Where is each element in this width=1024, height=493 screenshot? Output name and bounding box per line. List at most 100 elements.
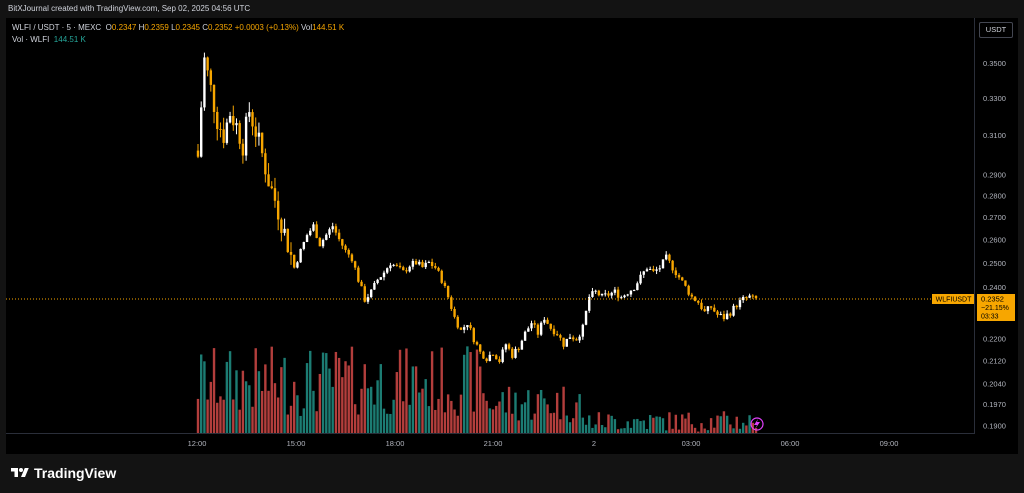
volume-bar [200,354,203,434]
candle-body [539,322,543,335]
volume-bar [392,399,395,434]
candle-body [398,265,402,268]
candle-body [533,323,536,325]
candle-body [514,348,517,358]
volume-bar [626,421,629,434]
price-axis[interactable]: 0.3500 0.3300 0.3100 0.2900 0.2800 0.2700 0.26… [983,59,1006,431]
tradingview-logo[interactable]: TradingView [10,465,117,481]
candle-body [681,277,684,281]
candle-body [610,292,613,296]
volume-bar [225,361,229,434]
volume-bar [693,427,697,434]
volume-bar [475,349,479,434]
candle-body [347,249,350,255]
candle-body [588,296,591,311]
volume-bar [527,390,530,434]
candle-body [517,348,520,350]
volume-bar [719,416,722,434]
volume-bar [575,402,578,434]
volume-bar [690,424,694,434]
candle-body [395,264,399,266]
candle-body [620,297,623,299]
candle-body [530,323,533,329]
candle-body [549,323,552,329]
y-tick-label: 0.2900 [983,171,1006,180]
candle-body [700,302,703,310]
volume-bar [738,428,742,434]
volume-series-label[interactable]: Vol · WLFI [12,35,50,44]
price-tag-countdown: 03:33 [981,313,999,320]
candle-body [273,188,277,201]
candle-body [501,349,504,362]
candle-body [555,334,559,336]
volume-bar [472,411,475,434]
volume-bar [260,390,264,434]
candle-body [616,289,620,298]
volume-bar [357,414,360,434]
tradingview-brand: TradingView [34,465,117,481]
symbol-label[interactable]: WLFI / USDT · 5 · MEXC [12,23,102,32]
volume-bar [732,428,735,434]
volume-bar [665,430,668,434]
candle-body [389,265,392,269]
volume-bar [639,421,642,434]
volume-bar [725,415,729,434]
candle-body [434,266,437,268]
candle-body [732,305,735,316]
volume-bar [241,370,245,434]
low-value: 0.2345 [175,23,200,32]
candle-body [639,274,642,284]
candle-body [267,174,270,187]
candle-body [504,344,508,350]
volume-bar [459,394,463,434]
candle-body [482,351,485,359]
time-axis[interactable]: 12:00 15:00 18:00 21:00 2 03:00 06:00 09:00 [188,439,899,448]
candle-body [591,291,594,297]
x-tick-label: 18:00 [386,439,405,448]
candle-body [568,337,572,339]
candle-body [296,262,299,268]
candle-body [248,112,251,117]
candle-body [607,293,610,296]
candle-body [386,268,389,273]
y-tick-label: 0.2120 [983,357,1006,366]
x-tick-label: 15:00 [287,439,306,448]
candle-body [293,254,296,268]
volume-bar [315,411,318,434]
volume-bar [453,409,456,434]
volume-bar [536,394,540,434]
candle-body [363,286,366,302]
candle-body [280,219,283,233]
candle-body [257,132,261,137]
candle-body [305,235,309,243]
volume-bar [267,390,270,434]
lightning-icon[interactable] [750,417,764,431]
currency-button[interactable]: USDT [979,22,1013,38]
candle-body [459,327,463,330]
candle-body [289,251,293,255]
candle-body [665,254,668,260]
candle-body [353,261,357,268]
candle-body [479,344,482,352]
volume-bar [713,427,716,434]
volume-value: 144.51 K [312,23,345,32]
candle-body [613,289,617,293]
candle-body [594,290,597,292]
candle-body [562,337,565,347]
chart-frame[interactable] [6,18,1018,454]
candle-body [661,259,665,269]
volume-bar [597,412,601,434]
volume-bar [648,415,652,434]
volume-bar [254,348,257,434]
candle-body [254,126,257,137]
volume-bar [395,372,399,434]
candle-body [738,300,742,308]
volume-bar [754,427,758,434]
volume-bar [652,417,655,434]
candle-body [745,296,748,298]
candle-body [543,319,546,323]
candle-body [427,261,431,263]
volume-bar [620,428,623,434]
candle-body [693,296,697,301]
